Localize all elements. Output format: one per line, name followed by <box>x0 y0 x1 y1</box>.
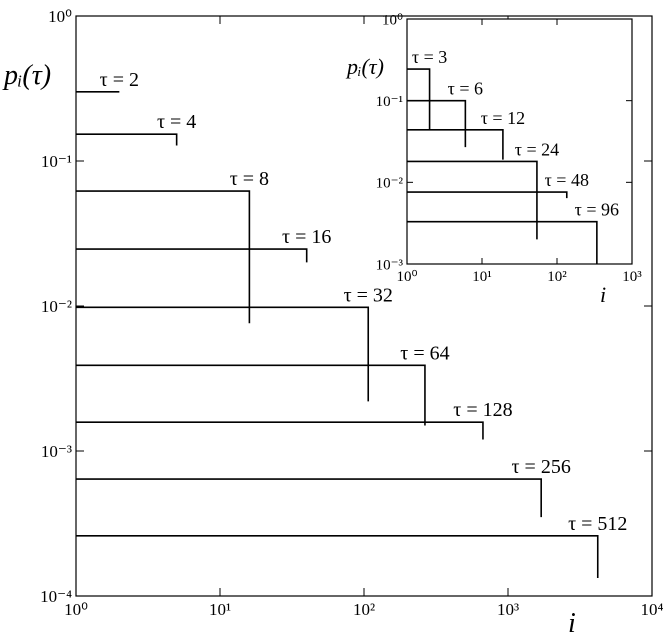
y-tick-label: 10⁻² <box>376 176 404 192</box>
series-line <box>76 190 251 324</box>
x-tick-label: 10⁰ <box>396 269 417 285</box>
x-tick-label: 10³ <box>622 269 642 285</box>
series-label: τ = 64 <box>400 342 449 364</box>
main-plot: 10⁰ 10¹ 10² 10³ 10⁴ 10⁻⁴ 10⁻³ 10⁻² 10⁻¹ 10⁰ pᵢ(τ) i… <box>2 7 664 639</box>
series-line <box>76 421 484 440</box>
x-tick-label: 10⁴ <box>641 600 664 619</box>
x-axis-label: i <box>568 608 576 639</box>
x-tick-label: 10¹ <box>209 600 231 619</box>
y-tick-label: 10⁻³ <box>41 442 72 461</box>
series-line <box>76 478 542 518</box>
series-line <box>407 220 598 264</box>
y-tick-label: 10⁰ <box>48 7 72 26</box>
x-axis-label: i <box>600 282 606 307</box>
series-line <box>76 364 426 426</box>
x-tick-label: 10⁰ <box>64 600 88 619</box>
plot-frame <box>406 18 633 265</box>
series-line <box>407 128 504 160</box>
x-tick-label: 10³ <box>497 600 519 619</box>
series-line <box>76 306 370 402</box>
y-tick-label: 10⁰ <box>382 12 403 28</box>
y-axis-label: pᵢ(τ) <box>345 54 384 79</box>
series-line <box>76 535 599 579</box>
series-label: τ = 96 <box>575 200 619 220</box>
series-line <box>407 99 467 148</box>
y-tick-label: 10⁻¹ <box>41 152 72 171</box>
y-tick-label: 10⁻¹ <box>376 94 403 110</box>
series-label: τ = 48 <box>545 170 589 190</box>
series-label: τ = 256 <box>512 456 571 478</box>
series-label: τ = 8 <box>230 168 269 190</box>
series-label: τ = 24 <box>515 139 559 159</box>
series-line <box>407 191 568 199</box>
series-line <box>76 248 308 263</box>
series-line <box>407 160 538 240</box>
x-tick-label: 10¹ <box>472 269 492 285</box>
series-label: τ = 512 <box>568 513 627 535</box>
x-tick-label: 10² <box>353 600 375 619</box>
series-label: τ = 4 <box>157 111 196 133</box>
x-tick-label: 10² <box>547 269 567 285</box>
series-label: τ = 32 <box>344 284 393 306</box>
series-line <box>76 133 178 146</box>
y-tick-label: 10⁻³ <box>376 257 404 273</box>
y-axis-label: pᵢ(τ) <box>2 60 51 91</box>
y-tick-label: 10⁻² <box>41 297 72 316</box>
series-label: τ = 3 <box>412 47 447 67</box>
series-label: τ = 16 <box>282 226 331 248</box>
series-line <box>407 68 431 130</box>
series-label: τ = 12 <box>481 108 525 128</box>
inset-background <box>407 19 632 264</box>
series-label: τ = 6 <box>448 79 483 99</box>
series-label: τ = 2 <box>100 69 139 91</box>
series-label: τ = 128 <box>453 399 512 421</box>
y-tick-label: 10⁻⁴ <box>40 587 72 606</box>
